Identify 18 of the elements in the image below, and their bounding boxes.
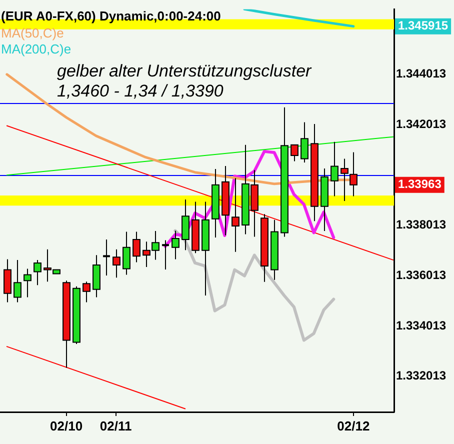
annotation: gelber alter Unterstützungscluster — [57, 61, 313, 80]
candlestick — [102, 239, 111, 276]
chart-title: (EUR A0-FX,60) Dynamic,0:00-24:00 — [1, 8, 221, 24]
y-tick-label: 1.342013 — [396, 116, 446, 131]
y-tick-label: 1.334013 — [396, 318, 446, 332]
x-tick-label: 02/10 — [50, 418, 83, 434]
annotation: 1,3460 - 1,34 / 1,3390 — [57, 81, 224, 100]
text: 1.345915 — [398, 18, 448, 33]
y-tick-label: 1.338013 — [396, 218, 446, 232]
candlestick — [161, 240, 170, 270]
text: MA(50,C)e — [1, 25, 64, 40]
x-tick-label: 02/12 — [337, 418, 370, 434]
y-tick-label: 1.332013 — [396, 368, 446, 383]
text: MA(200,C)e — [1, 41, 72, 56]
x-tick-label: 02/11 — [100, 418, 132, 434]
text: 1.33963 — [398, 177, 442, 192]
y-tick-label: 1.336013 — [396, 268, 446, 282]
y-tick-label: 1.344013 — [396, 66, 446, 81]
